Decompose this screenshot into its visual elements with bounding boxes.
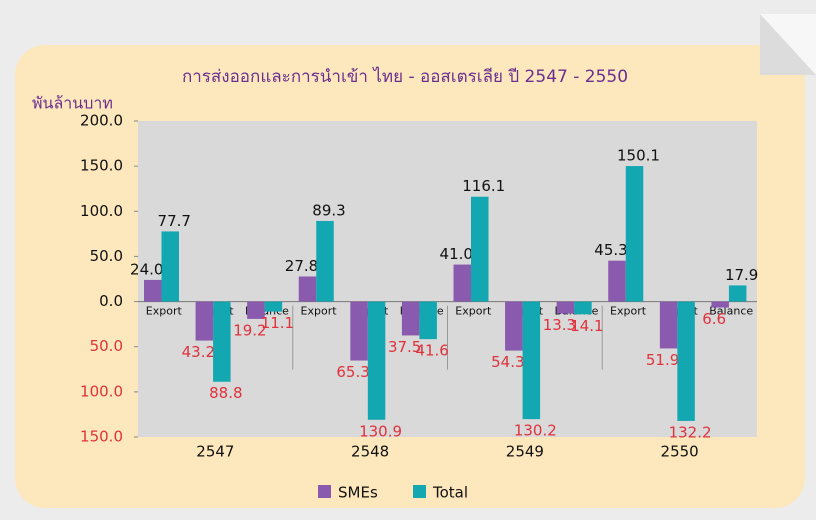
- y-tick-label: 50.0: [90, 337, 123, 355]
- data-label: 19.2: [233, 321, 266, 339]
- data-label: 89.3: [312, 201, 345, 219]
- bar: [316, 220, 334, 302]
- data-label: 41.0: [440, 245, 473, 263]
- group-label: 2549: [506, 443, 544, 461]
- x-tick-label: Export: [610, 305, 647, 318]
- data-label: 6.6: [702, 310, 726, 328]
- legend-label: Total: [432, 484, 468, 502]
- bar: [144, 279, 162, 302]
- y-tick-label: 50.0: [90, 247, 123, 265]
- x-tick-label: Export: [455, 305, 492, 318]
- data-label: 130.9: [359, 422, 402, 440]
- bar: [728, 285, 747, 302]
- bar: [659, 301, 678, 349]
- data-label: 27.8: [285, 257, 318, 275]
- y-tick-label: 100.0: [80, 382, 123, 400]
- y-tick-label: 150.0: [80, 428, 123, 446]
- y-tick-label: 0.0: [99, 292, 123, 310]
- data-label: 116.1: [462, 177, 505, 195]
- y-axis-label: พันล้านบาท: [32, 94, 113, 113]
- bar: [711, 301, 729, 308]
- bar: [556, 301, 575, 314]
- bar: [213, 301, 231, 382]
- data-label: 130.2: [514, 422, 557, 440]
- bar: [161, 231, 179, 302]
- legend-swatch: [318, 485, 331, 498]
- page-fold-shadow: [760, 14, 816, 75]
- group-label: 2548: [351, 443, 389, 461]
- y-tick-label: 150.0: [80, 157, 123, 175]
- y-tick-label: 200.0: [80, 112, 123, 130]
- bar: [625, 166, 644, 302]
- bar: [350, 301, 368, 361]
- y-tick-label: 100.0: [80, 202, 123, 220]
- bar: [195, 301, 214, 341]
- data-label: 11.1: [261, 314, 294, 332]
- chart-title: การส่งออกและการนำเข้า ไทย - ออสเตรเลีย ป…: [182, 66, 628, 87]
- data-label: 88.8: [209, 384, 242, 402]
- bar: [522, 301, 541, 420]
- data-label: 150.1: [617, 147, 660, 165]
- data-label: 51.9: [646, 351, 679, 369]
- group-label: 2547: [196, 443, 234, 461]
- x-tick-label: Export: [301, 305, 338, 318]
- plot-area: [138, 121, 757, 437]
- data-label: 77.7: [158, 212, 191, 230]
- legend-swatch: [413, 485, 426, 498]
- data-label: 13.3: [543, 316, 576, 334]
- bar: [367, 301, 386, 420]
- bar: [505, 301, 523, 351]
- data-label: 45.3: [594, 241, 627, 259]
- data-label: 24.0: [130, 260, 163, 278]
- legend-label: SMEs: [338, 484, 378, 502]
- data-label: 37.5: [388, 338, 421, 356]
- bar: [677, 301, 695, 421]
- bar: [608, 260, 626, 302]
- bar: [247, 301, 265, 319]
- data-label: 65.3: [336, 363, 369, 381]
- bar: [453, 264, 471, 302]
- data-label: 41.6: [415, 342, 448, 360]
- data-label: 132.2: [669, 423, 712, 441]
- group-label: 2550: [661, 443, 699, 461]
- bar: [574, 301, 592, 315]
- bar: [264, 301, 283, 312]
- data-label: 43.2: [182, 343, 215, 361]
- bar: [298, 276, 317, 302]
- x-tick-label: Balance: [709, 305, 753, 318]
- data-label: 17.9: [725, 266, 758, 284]
- data-label: 14.1: [570, 317, 603, 335]
- x-tick-label: Export: [146, 305, 183, 318]
- bar: [401, 301, 420, 336]
- data-label: 54.3: [491, 353, 524, 371]
- bar: [471, 196, 489, 302]
- bar: [419, 301, 437, 340]
